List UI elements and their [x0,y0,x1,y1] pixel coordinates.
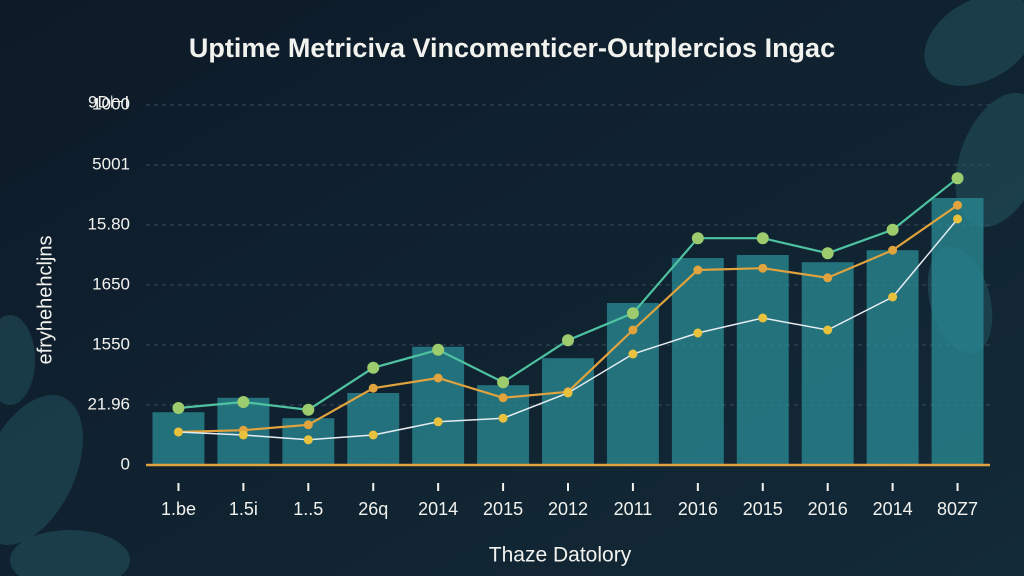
marker [497,376,510,389]
marker [821,247,834,260]
y-axis-label: efryhehehcljns [34,236,56,365]
x-axis-label: Thaze Datolory [489,544,632,567]
marker [888,245,898,255]
marker [693,265,703,275]
marker [498,413,508,423]
x-tick-label: 1.be [161,499,196,519]
x-tick-label: 2011 [614,499,653,519]
bar [671,258,724,465]
x-tick-label: 2015 [483,499,523,519]
marker [951,172,964,185]
marker [172,402,185,414]
x-tick-label: 26q [358,499,388,519]
marker [433,373,443,383]
marker [368,430,378,440]
marker [953,214,963,224]
y-unit: 9D⊢I [88,92,129,111]
y-tick-label: 1550 [92,334,130,353]
marker [888,292,898,302]
marker [758,313,768,323]
x-tick-label: 2016 [678,499,718,519]
marker [237,396,250,408]
marker [432,343,445,356]
marker [756,232,769,245]
marker [303,435,313,445]
bar [736,255,789,465]
marker [563,388,573,398]
marker [823,273,833,283]
y-tick-label: 0 [121,454,130,473]
marker [886,223,899,236]
marker [823,325,833,335]
marker [628,349,638,359]
y-tick-label: 1650 [92,274,130,293]
x-tick-label: 1..5 [293,499,323,519]
marker [173,427,183,437]
marker [693,328,703,338]
y-tick-label: 5001 [92,154,130,173]
x-tick-label: 2016 [808,499,848,519]
marker [628,325,638,335]
marker [498,393,508,403]
chart-title: Uptime Metriciva Vincomenticer-Outplerci… [189,33,835,63]
marker [562,334,574,347]
x-tick-label: 2014 [418,499,458,519]
x-tick-label: 2012 [548,499,588,519]
x-tick-label: 1.5i [229,499,258,519]
y-tick-label: 1000 [92,94,130,113]
y-tick-label: 21.96 [87,394,130,413]
marker [368,383,378,393]
x-tick-label: 2015 [743,499,783,519]
marker [626,307,639,320]
marker [758,263,768,273]
marker [238,430,248,440]
bar [347,393,400,465]
bar [866,250,919,465]
marker [367,361,380,374]
marker [953,200,963,210]
bar [931,198,984,465]
marker [303,420,313,430]
bar [801,262,854,465]
bar [412,346,465,465]
x-tick-label: 80Z7 [937,499,978,519]
marker [433,417,443,427]
marker [691,232,704,245]
x-tick-label: 2014 [873,499,913,519]
marker [302,403,315,416]
bar [152,412,205,465]
y-tick-label: 15.80 [87,214,130,233]
